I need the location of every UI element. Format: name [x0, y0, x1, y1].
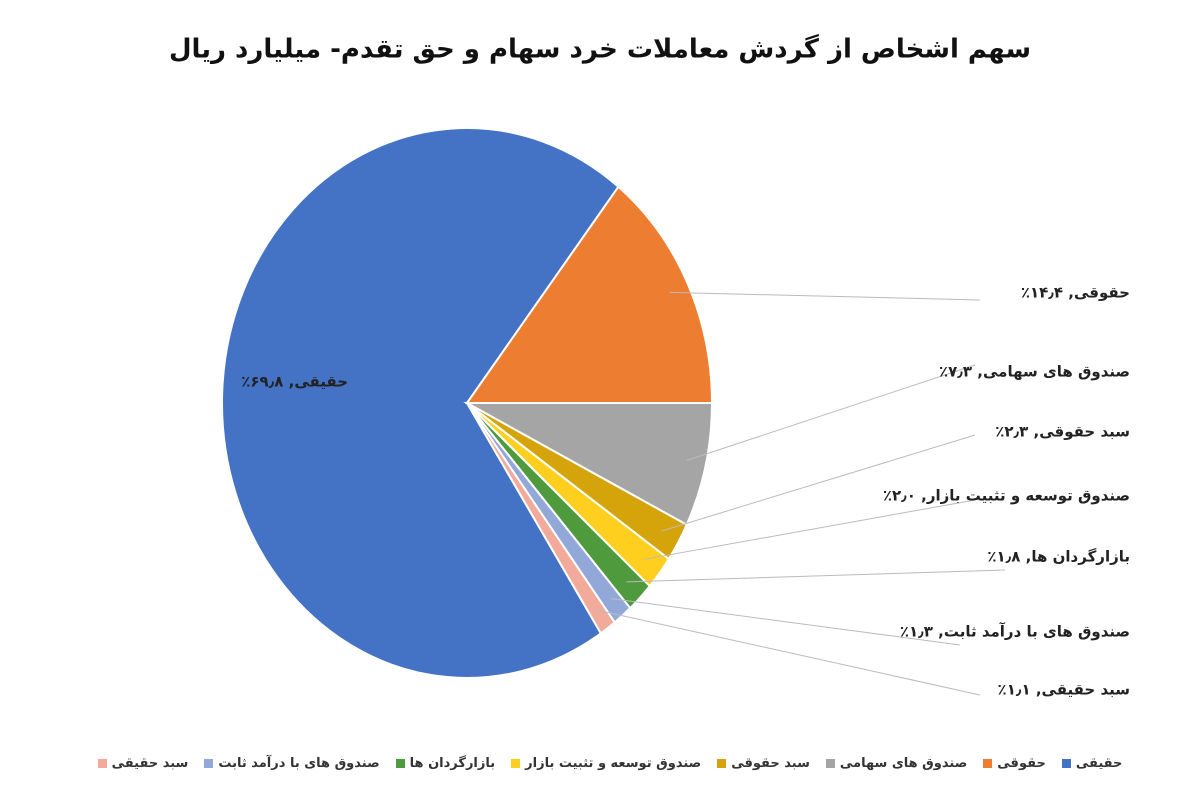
- data-label: سبد حقیقی, ۱٫۱٪: [998, 681, 1130, 699]
- legend-label: صندوق توسعه و تثبیت بازار: [525, 756, 702, 771]
- legend-item: صندوق توسعه و تثبیت بازار: [511, 756, 701, 771]
- legend-swatch: [511, 759, 521, 768]
- legend-swatch: [204, 759, 214, 768]
- pie-slice: [465, 185, 714, 404]
- legend-item: سبد حقوقی: [717, 756, 810, 771]
- leader-line: [610, 597, 961, 646]
- leader-line: [644, 499, 976, 560]
- data-label: صندوق های با درآمد ثابت, ۱٫۳٪: [900, 623, 1130, 641]
- legend-swatch: [717, 759, 727, 768]
- legend-swatch: [825, 759, 835, 768]
- legend-label: حقیقی: [1075, 756, 1123, 771]
- legend-swatch: [97, 759, 107, 768]
- leader-line: [661, 434, 976, 532]
- legend-label: بازارگردان ها: [409, 756, 496, 771]
- data-label: سبد حقوقی, ۲٫۳٪: [995, 423, 1130, 441]
- data-label: حقیقی, ۶۹٫۸٪: [241, 372, 348, 390]
- legend-label: سبد حقیقی: [111, 756, 189, 771]
- chart-title: سهم اشخاص از گردش معاملات خرد سهام و حق …: [169, 34, 1031, 65]
- leader-line: [626, 569, 1006, 583]
- pie-slice: [466, 402, 617, 635]
- data-label: صندوق توسعه و تثبیت بازار, ۲٫۰٪: [883, 487, 1130, 505]
- leader-line: [686, 364, 976, 461]
- leader-line: [669, 291, 981, 301]
- legend-label: حقوقی: [997, 756, 1046, 771]
- legend-label: صندوق های با درآمد ثابت: [218, 756, 380, 771]
- data-label: بازارگردان ها, ۱٫۸٪: [987, 548, 1130, 566]
- legend-item: صندوق های با درآمد ثابت: [204, 756, 380, 771]
- data-label: صندوق های سهامی, ۷٫۳٪: [939, 363, 1130, 381]
- leader-line: [596, 609, 981, 696]
- legend-label: سبد حقوقی: [731, 756, 810, 771]
- legend-swatch: [983, 759, 993, 768]
- legend-item: سبد حقیقی: [97, 756, 189, 771]
- legend-item: بازارگردان ها: [395, 756, 496, 771]
- legend: حقیقی حقوقی صندوق های سهامی سبد حقوقی صندوق …: [40, 756, 1180, 771]
- pie-slice: [221, 127, 620, 679]
- legend-item: حقیقی: [1061, 756, 1123, 771]
- legend-item: صندوق های سهامی: [825, 756, 968, 771]
- legend-swatch: [395, 759, 405, 768]
- pie-slice: [463, 402, 714, 527]
- data-label: حقوقی, ۱۴٫۴٪: [1021, 284, 1130, 302]
- legend-item: حقوقی: [983, 756, 1046, 771]
- legend-label: صندوق های سهامی: [839, 756, 968, 771]
- legend-swatch: [1061, 759, 1071, 768]
